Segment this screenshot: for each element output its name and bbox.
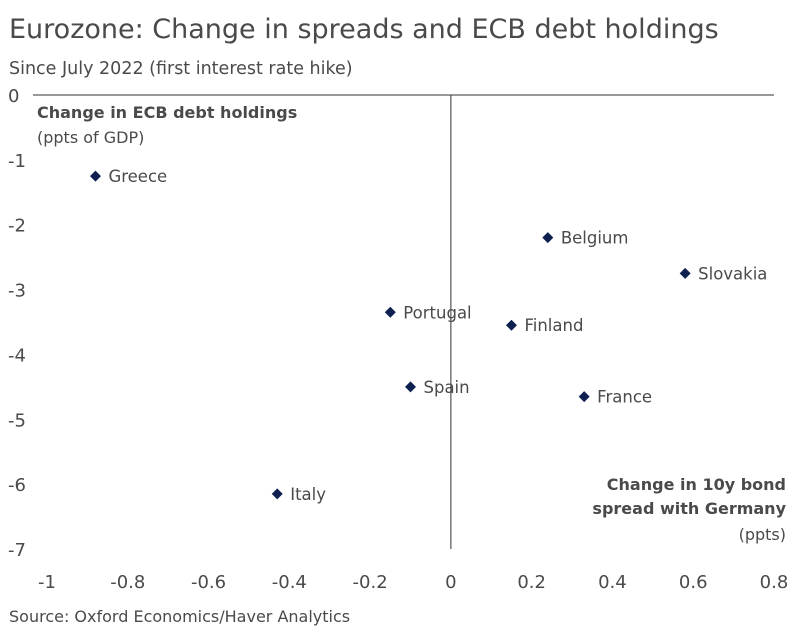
data-point-slovakia (679, 267, 691, 279)
chart-axes (33, 94, 774, 549)
x-tick-label: 0.2 (517, 572, 546, 593)
point-label-greece: Greece (108, 167, 167, 186)
data-point-italy (271, 488, 283, 500)
y-axis-unit: (ppts of GDP) (37, 128, 144, 147)
point-label-belgium: Belgium (561, 229, 629, 248)
chart-title: Eurozone: Change in spreads and ECB debt… (9, 14, 719, 45)
x-tick-label: -0.6 (191, 572, 226, 593)
point-label-portugal: Portugal (403, 303, 471, 322)
point-label-france: France (597, 388, 652, 407)
y-tick-label: -2 (8, 216, 26, 237)
data-point-spain (405, 381, 416, 393)
x-tick-label: -0.2 (353, 572, 388, 593)
x-tick-label: 0.4 (598, 572, 627, 593)
y-tick-label: -5 (8, 410, 26, 431)
point-label-finland: Finland (524, 316, 583, 335)
y-tick-label: 0 (8, 86, 19, 107)
data-point-belgium (542, 232, 554, 244)
x-tick-labels: -1 -0.8 -0.6 -0.4 -0.2 0 0.2 0.4 0.6 0.8 (38, 572, 788, 593)
x-tick-label: 0.6 (679, 572, 708, 593)
x-tick-label: 0 (445, 572, 456, 593)
point-label-spain: Spain (424, 378, 470, 397)
y-axis-title: Change in ECB debt holdings (37, 103, 297, 122)
chart-subtitle: Since July 2022 (first interest rate hik… (9, 59, 353, 79)
y-tick-label: -7 (8, 540, 26, 561)
data-points: Greece Belgium Slovakia Portugal Finland Spai… (89, 167, 767, 504)
x-tick-label: 0.8 (760, 572, 789, 593)
y-tick-label: -6 (8, 475, 26, 496)
y-tick-label: -1 (8, 151, 26, 172)
data-point-finland (505, 319, 517, 331)
x-axis-title-line2: spread with Germany (592, 499, 786, 518)
point-label-italy: Italy (290, 485, 326, 504)
source-note: Source: Oxford Economics/Haver Analytics (9, 607, 351, 626)
data-point-greece (89, 170, 101, 182)
y-tick-label: -4 (8, 345, 26, 366)
point-label-slovakia: Slovakia (698, 264, 767, 283)
y-tick-label: -3 (8, 281, 26, 302)
data-point-portugal (384, 306, 396, 318)
x-axis-unit: (ppts) (739, 525, 786, 544)
x-tick-label: -1 (38, 572, 56, 593)
y-tick-labels: 0 -1 -2 -3 -4 -5 -6 -7 (8, 86, 26, 561)
x-tick-label: -0.8 (110, 572, 145, 593)
data-point-france (578, 391, 590, 403)
x-tick-label: -0.4 (272, 572, 307, 593)
x-axis-title-line1: Change in 10y bond (607, 475, 786, 494)
